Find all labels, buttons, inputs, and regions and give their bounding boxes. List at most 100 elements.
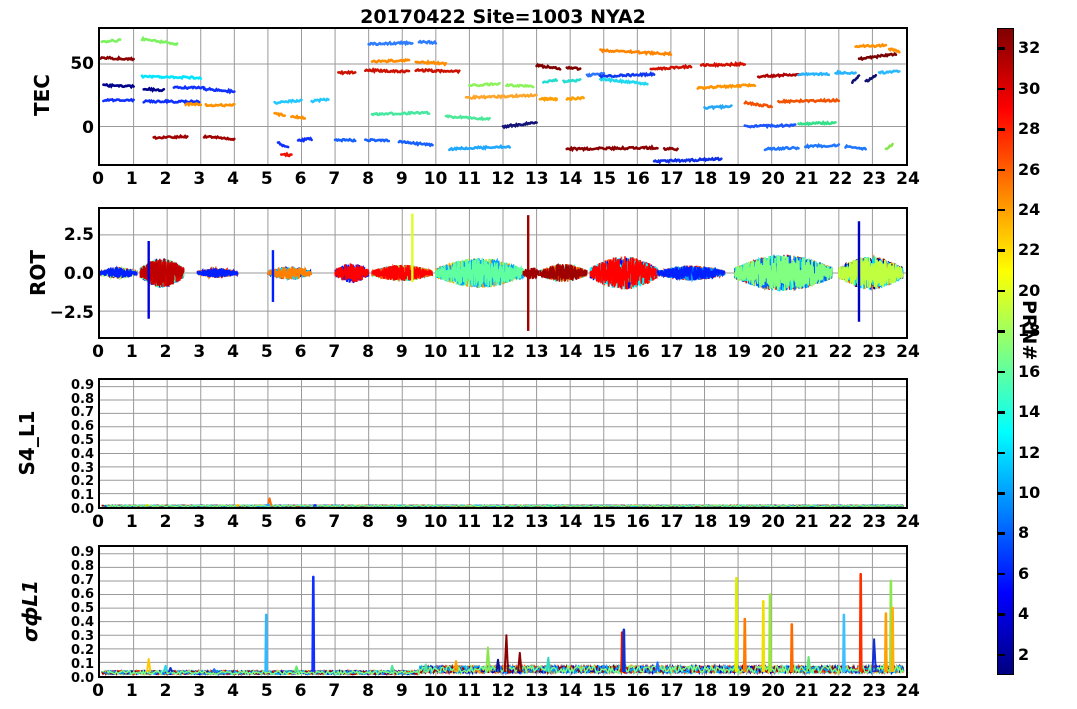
colorbar-tick-mark <box>998 208 1005 212</box>
colorbar-tick-label: 20 <box>1018 280 1041 300</box>
y-axis-tick-label: 0.4 <box>70 446 94 462</box>
colorbar-prn <box>997 28 1014 675</box>
x-axis-tick-label: 6 <box>294 342 307 362</box>
x-axis-tick-label: 7 <box>328 681 341 701</box>
colorbar-tick-mark <box>998 87 1005 91</box>
y-axis-tick-label: 0.4 <box>70 615 94 630</box>
y-axis-tick-label: 0.0 <box>70 502 94 517</box>
x-axis-tick-label: 15 <box>592 169 617 189</box>
x-axis-tick-label: 24 <box>896 342 920 362</box>
colorbar-tick-label: 22 <box>1018 240 1041 260</box>
colorbar-tick-label: 26 <box>1018 159 1041 179</box>
x-axis-tick-label: 7 <box>328 512 341 532</box>
x-axis-tick-label: 5 <box>260 512 273 532</box>
y-axis-tick-label: 0.9 <box>70 545 94 560</box>
colorbar-tick-label: 6 <box>1018 563 1030 583</box>
x-axis-tick-label: 2 <box>159 512 172 532</box>
x-axis-tick-label: 16 <box>626 681 650 701</box>
x-axis-tick-label: 17 <box>659 681 684 701</box>
x-axis-tick-label: 23 <box>862 169 887 189</box>
colorbar-tick-mark <box>998 613 1005 616</box>
y-axis-tick-label: 0.0 <box>70 671 94 686</box>
x-axis-tick-label: 9 <box>395 512 408 532</box>
x-axis-tick-label: 13 <box>524 169 549 189</box>
y-axis-tick-label: −2.5 <box>49 303 94 324</box>
colorbar-tick-mark <box>998 330 1005 333</box>
y-axis-tick-label: 0.8 <box>70 559 94 574</box>
x-axis-tick-label: 2 <box>159 681 172 701</box>
x-axis-tick-label: 20 <box>761 681 785 701</box>
x-axis-tick-label: 11 <box>457 512 482 532</box>
panel-tec <box>98 27 908 166</box>
x-axis-tick-label: 22 <box>828 169 853 189</box>
x-axis-tick-label: 15 <box>592 512 617 532</box>
colorbar-tick-mark <box>998 411 1005 414</box>
x-axis-tick-label: 19 <box>727 169 752 189</box>
x-axis-tick-label: 1 <box>125 512 138 532</box>
colorbar-tick-label: 8 <box>1018 523 1030 543</box>
x-axis-tick-label: 10 <box>423 342 448 362</box>
x-axis-tick-label: 3 <box>193 512 206 532</box>
colorbar-tick-label: 14 <box>1018 402 1041 422</box>
y-axis-tick-label: 0.6 <box>70 419 94 435</box>
colorbar-tick-mark <box>998 249 1005 252</box>
x-axis-tick-label: 20 <box>761 512 785 532</box>
x-axis-tick-label: 19 <box>727 681 752 701</box>
tec-plot-area <box>100 29 906 164</box>
colorbar-tick-label: 12 <box>1018 442 1041 462</box>
x-axis-tick-label: 20 <box>761 342 785 362</box>
x-axis-tick-label: 7 <box>328 342 341 362</box>
x-axis-tick-label: 9 <box>395 342 408 362</box>
x-axis-tick-label: 4 <box>227 681 239 701</box>
x-axis-tick-label: 9 <box>395 169 408 189</box>
x-axis-tick-label: 2 <box>159 342 172 362</box>
y-axis-tick-label: 0.3 <box>70 629 94 644</box>
y-axis-tick-label: 2.5 <box>63 224 94 245</box>
x-axis-tick-label: 5 <box>260 681 273 701</box>
x-axis-tick-label: 4 <box>227 512 239 532</box>
x-axis-tick-label: 14 <box>558 512 583 532</box>
x-axis-tick-label: 12 <box>491 342 515 362</box>
x-axis-tick-label: 4 <box>227 169 239 189</box>
colorbar-tick-mark <box>998 572 1005 576</box>
colorbar-tick-mark <box>998 653 1005 657</box>
x-axis-tick-label: 9 <box>395 681 408 701</box>
x-axis-tick-label: 14 <box>558 169 583 189</box>
x-axis-tick-label: 21 <box>794 512 819 532</box>
colorbar-tick-label: 24 <box>1018 199 1041 219</box>
x-axis-tick-label: 0 <box>92 512 104 532</box>
panel-rot <box>98 207 908 339</box>
x-axis-tick-label: 21 <box>794 681 819 701</box>
x-axis-tick-label: 15 <box>592 681 617 701</box>
colorbar-tick-label: 2 <box>1018 644 1030 664</box>
x-axis-tick-label: 18 <box>693 681 718 701</box>
y-axis-tick-label: 0.5 <box>70 601 94 616</box>
x-axis-tick-label: 18 <box>693 342 718 362</box>
x-axis-tick-label: 11 <box>457 342 482 362</box>
x-axis-tick-label: 23 <box>862 342 887 362</box>
x-axis-tick-label: 11 <box>457 681 482 701</box>
colorbar-tick-mark <box>998 168 1005 172</box>
y-axis-tick-label: 0.2 <box>70 643 94 658</box>
colorbar-tick-mark <box>998 289 1005 293</box>
y-axis-tick-label: 0.2 <box>70 474 94 490</box>
x-axis-tick-label: 0 <box>92 681 104 701</box>
s4-plot-area <box>100 380 906 507</box>
x-axis-tick-label: 0 <box>92 169 104 189</box>
x-axis-tick-label: 22 <box>828 342 853 362</box>
colorbar-tick-mark <box>998 47 1005 50</box>
x-axis-tick-label: 16 <box>626 342 650 362</box>
x-axis-tick-label: 13 <box>524 681 549 701</box>
x-axis-tick-label: 23 <box>862 512 887 532</box>
sigma-phi-plot-area <box>100 547 906 676</box>
y-axis-tick-label: 0.7 <box>70 405 94 421</box>
colorbar-tick-label: 32 <box>1018 38 1041 58</box>
colorbar-tick-mark <box>998 492 1005 495</box>
rot-plot-area <box>100 209 906 337</box>
panel-s4 <box>98 378 908 509</box>
y-axis-tick-label: 0.9 <box>70 377 94 393</box>
x-axis-tick-label: 3 <box>193 342 206 362</box>
colorbar-tick-label: 4 <box>1018 604 1030 624</box>
x-axis-tick-label: 12 <box>491 512 515 532</box>
colorbar-tick-mark <box>998 128 1005 131</box>
